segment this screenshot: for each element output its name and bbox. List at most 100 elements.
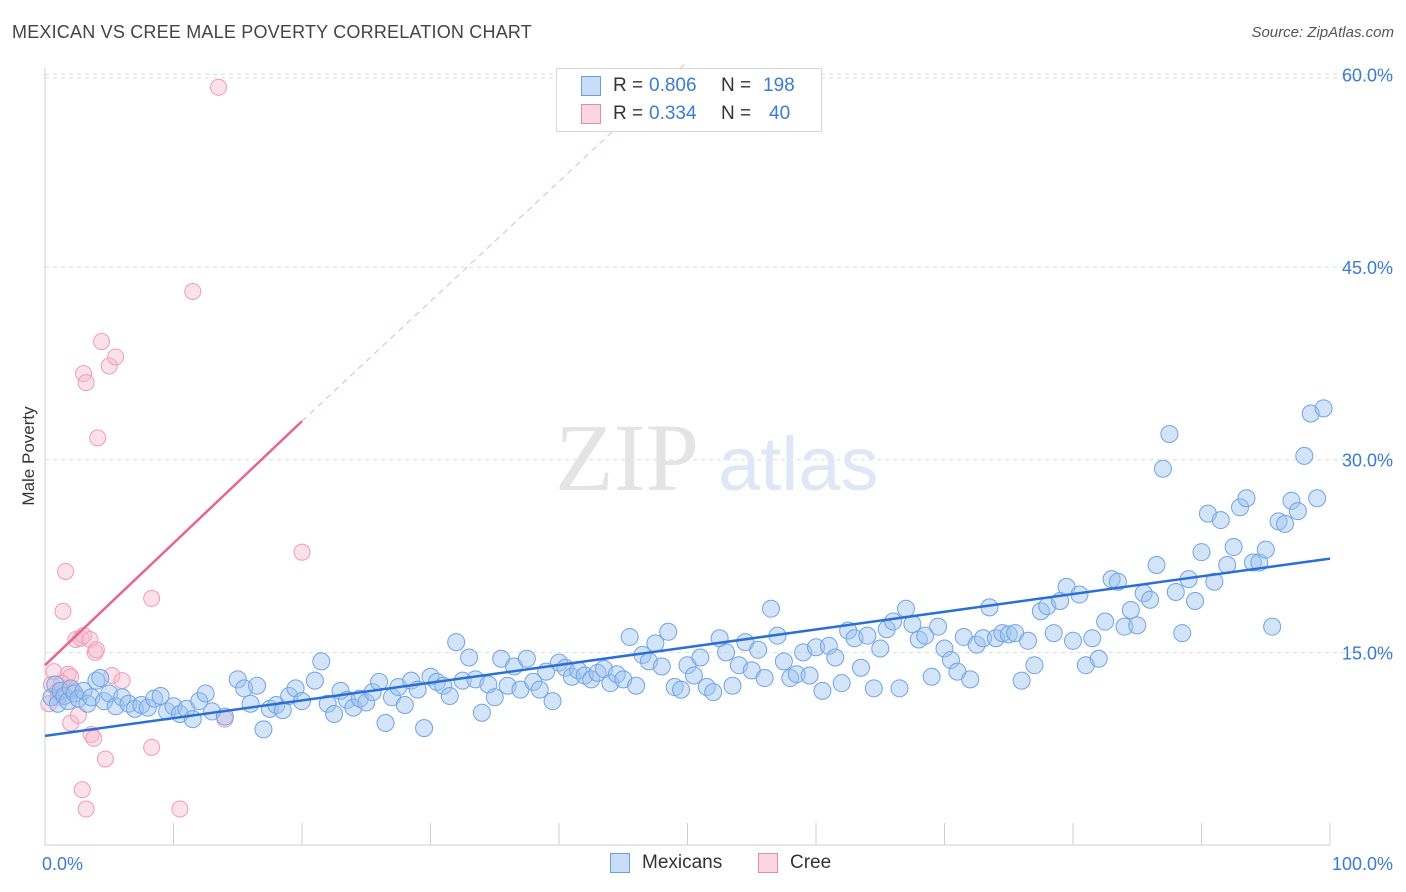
mexicans-point	[800, 666, 819, 685]
mexicans-point	[974, 629, 993, 648]
mexicans-point	[627, 676, 646, 695]
mexicans-point	[1276, 514, 1295, 533]
r-label: R =	[613, 103, 644, 124]
mexicans-point	[704, 683, 723, 702]
mexicans-point	[890, 679, 909, 698]
mexicans-point	[485, 688, 504, 707]
legend-item-mexicans[interactable]: Mexicans	[610, 852, 722, 874]
n-label: N =	[721, 103, 752, 124]
legend-item-cree[interactable]: Cree	[758, 852, 831, 874]
mexicans-point	[196, 684, 215, 703]
mexicans-point	[1096, 612, 1115, 631]
mexicans-point	[1231, 498, 1250, 517]
mexicans-point	[884, 612, 903, 631]
mexicans-point	[1147, 556, 1166, 575]
mexicans-point	[1044, 624, 1063, 643]
mexicans-point	[1205, 572, 1224, 591]
mexicans-point	[659, 622, 678, 641]
legend-swatch-mexicans	[581, 76, 601, 96]
cree-point	[143, 589, 161, 607]
mexicans-point	[1243, 553, 1262, 572]
correlation-legend: R = 0.806 N = 198 R = 0.334 N = 40	[556, 68, 822, 132]
mexicans-point	[813, 681, 832, 700]
cree-points	[40, 78, 311, 818]
mexicans-point	[248, 676, 267, 695]
cree-point	[81, 631, 99, 649]
mexicans-point	[395, 696, 414, 715]
mexicans-point	[826, 648, 845, 667]
x-tick-label-min: 0.0%	[42, 854, 83, 874]
mexicans-point	[787, 665, 806, 684]
mexicans-point	[1256, 540, 1275, 559]
mexicans-point	[652, 657, 671, 676]
mexicans-point	[723, 676, 742, 695]
mexicans-point	[1160, 425, 1179, 444]
cree-point	[73, 781, 91, 799]
n-value: 40	[769, 103, 791, 124]
mexicans-point	[1186, 591, 1205, 610]
n-label: N =	[721, 75, 752, 96]
mexicans-point	[832, 674, 851, 693]
mexicans-point	[562, 667, 581, 686]
mexicans-point	[1128, 616, 1147, 635]
mexicans-point	[922, 667, 941, 686]
mexicans-point	[684, 666, 703, 685]
mexicans-point	[807, 638, 825, 657]
mexicans-points	[42, 399, 1333, 739]
mexicans-point	[254, 720, 273, 739]
mexicans-point	[1192, 543, 1211, 562]
mexicans-point	[1166, 582, 1185, 601]
cree-point	[85, 729, 103, 747]
mexicans-point	[1083, 629, 1102, 648]
mexicans-point	[896, 599, 915, 618]
mexicans-point	[1115, 617, 1134, 636]
cree-point	[107, 348, 125, 366]
cree-point	[59, 665, 77, 683]
mexicans-point	[871, 639, 890, 658]
r-value: 0.806	[649, 75, 697, 96]
mexicans-point	[524, 672, 543, 691]
mexicans-point	[1308, 489, 1327, 508]
mexicans-point	[672, 680, 691, 699]
mexicans-point	[935, 639, 954, 658]
mexicans-point	[1108, 572, 1127, 591]
cree-point	[100, 357, 118, 375]
mexicans-point	[1012, 671, 1031, 690]
y-axis-label: Male Poverty	[19, 406, 38, 506]
cree-point	[209, 78, 227, 96]
mexicans-point	[305, 671, 324, 690]
legend-row-mexicans: R = 0.806 N = 198	[581, 74, 795, 98]
mexicans-point	[1019, 631, 1038, 650]
cree-point	[103, 666, 121, 684]
mexicans-point	[325, 705, 344, 724]
mexicans-point	[755, 669, 774, 688]
cree-point	[143, 738, 161, 756]
cree-point	[77, 800, 95, 818]
mexicans-point	[357, 693, 376, 712]
mexicans-point	[1314, 399, 1333, 418]
cree-point	[293, 543, 311, 561]
mexicans-point	[440, 687, 459, 706]
cree-point	[54, 602, 72, 620]
y-tick-label: 45.0%	[1342, 258, 1393, 278]
mexicans-point	[138, 698, 157, 717]
mexicans-point	[1173, 624, 1192, 643]
cree-point	[57, 562, 75, 580]
series-legend: Mexicans Cree	[0, 852, 1406, 876]
legend-label-cree: Cree	[790, 852, 832, 873]
mexicans-point	[151, 687, 170, 706]
watermark-zip: ZIP	[555, 404, 699, 511]
mexicans-point	[183, 710, 202, 729]
mexicans-point	[691, 648, 710, 667]
gridlines	[45, 73, 1395, 653]
legend-swatch-cree	[758, 853, 778, 873]
mexicans-point	[819, 636, 838, 655]
source-label: Source: ZipAtlas.com	[1251, 24, 1394, 41]
mexicans-point	[1121, 600, 1140, 619]
mexicans-point	[1224, 538, 1243, 557]
cree-point	[93, 333, 111, 351]
legend-row-cree: R = 0.334 N = 40	[581, 102, 790, 126]
mexicans-point	[762, 599, 781, 618]
mexicans-point	[1211, 511, 1230, 530]
mexicans-point	[717, 643, 736, 662]
